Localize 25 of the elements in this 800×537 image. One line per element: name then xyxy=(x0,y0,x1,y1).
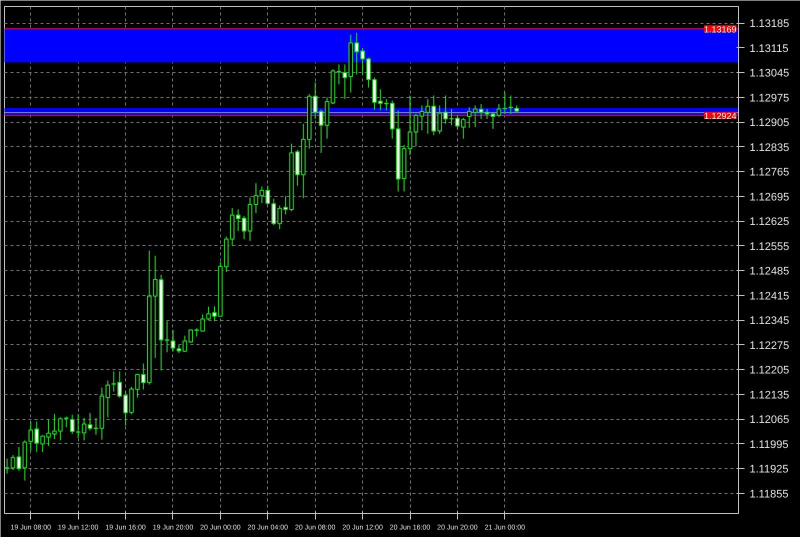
ref-line-label: 1.12924 xyxy=(704,110,737,121)
y-tick-label: 1.12275 xyxy=(750,340,790,352)
y-tick-label: 1.11995 xyxy=(750,438,788,451)
y-tick-label: 1.12625 xyxy=(750,216,790,228)
candlestick xyxy=(70,414,75,434)
y-tick-label: 1.12205 xyxy=(750,364,790,377)
y-tick-label: 1.13115 xyxy=(750,42,788,55)
y-tick-label: 1.12695 xyxy=(750,191,790,204)
y-tick-label: 1.11855 xyxy=(750,488,788,500)
y-tick-label: 1.13045 xyxy=(750,68,790,80)
ref-line-label: 1.13169 xyxy=(704,24,737,34)
y-tick-label: 1.13185 xyxy=(750,18,790,30)
y-tick-label: 1.12975 xyxy=(750,92,790,104)
y-tick-label: 1.12905 xyxy=(750,117,790,130)
y-tick-label: 1.12485 xyxy=(750,266,790,278)
candlestick xyxy=(64,416,69,428)
y-tick-label: 1.12345 xyxy=(750,315,790,328)
y-tick-label: 1.12065 xyxy=(750,414,790,426)
y-tick-label: 1.12765 xyxy=(750,166,790,179)
y-tick-label: 1.12555 xyxy=(750,240,790,253)
y-tick-label: 1.11925 xyxy=(750,464,788,476)
candlestick xyxy=(170,330,176,352)
y-tick-label: 1.12415 xyxy=(750,290,790,302)
y-tick-label: 1.12835 xyxy=(750,142,790,154)
y-tick-label: 1.12135 xyxy=(750,389,790,402)
